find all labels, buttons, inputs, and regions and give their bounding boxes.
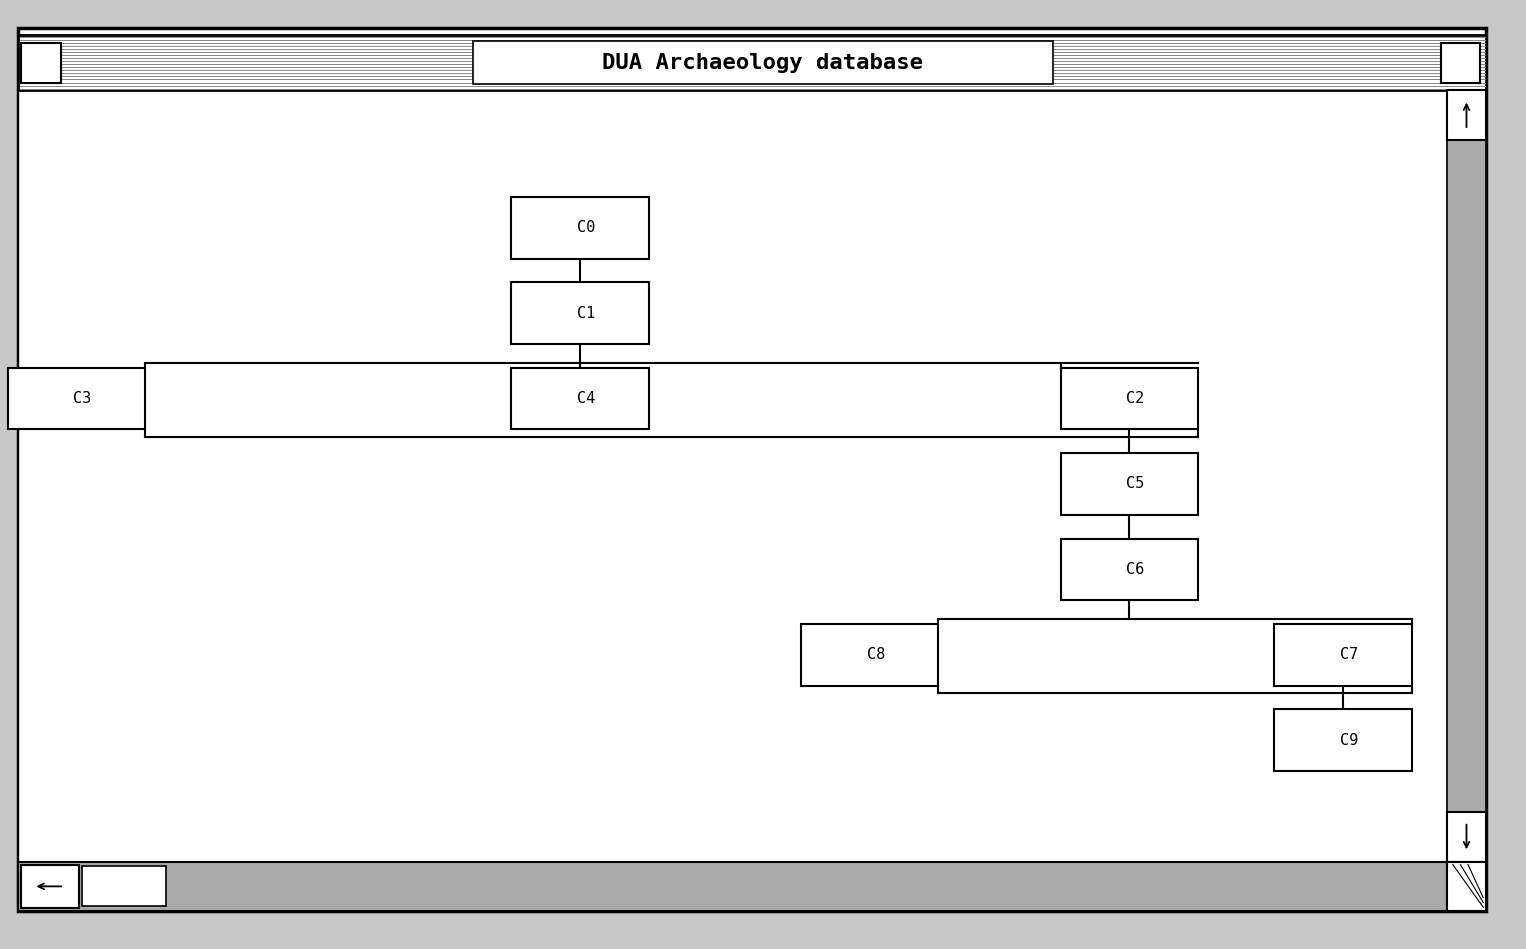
- Text: C0: C0: [577, 220, 595, 235]
- Text: C7: C7: [1340, 647, 1358, 662]
- Bar: [1061, 538, 1198, 600]
- Text: C9: C9: [1340, 733, 1358, 748]
- Bar: [21, 43, 61, 83]
- Bar: [511, 197, 649, 258]
- Text: C3: C3: [73, 391, 92, 406]
- Bar: [1274, 710, 1412, 771]
- Text: DUA Archaeology database: DUA Archaeology database: [603, 52, 923, 73]
- Bar: [21, 865, 79, 908]
- Bar: [801, 624, 938, 685]
- Text: C8: C8: [867, 647, 885, 662]
- Text: C1: C1: [577, 306, 595, 321]
- Bar: [1447, 862, 1486, 911]
- Bar: [511, 282, 649, 344]
- Bar: [8, 367, 145, 429]
- Bar: [18, 35, 1486, 90]
- Bar: [1441, 43, 1480, 83]
- Bar: [1447, 90, 1486, 862]
- Bar: [82, 866, 166, 906]
- Bar: [1061, 367, 1198, 429]
- Bar: [1274, 624, 1412, 685]
- Bar: [473, 41, 1053, 84]
- Bar: [18, 90, 1447, 862]
- Bar: [511, 367, 649, 429]
- Text: C4: C4: [577, 391, 595, 406]
- Bar: [1061, 454, 1198, 514]
- Bar: [18, 862, 1447, 911]
- Bar: [1447, 90, 1486, 140]
- Text: C5: C5: [1126, 476, 1144, 492]
- Text: C2: C2: [1126, 391, 1144, 406]
- Bar: [1447, 812, 1486, 862]
- Text: C6: C6: [1126, 562, 1144, 577]
